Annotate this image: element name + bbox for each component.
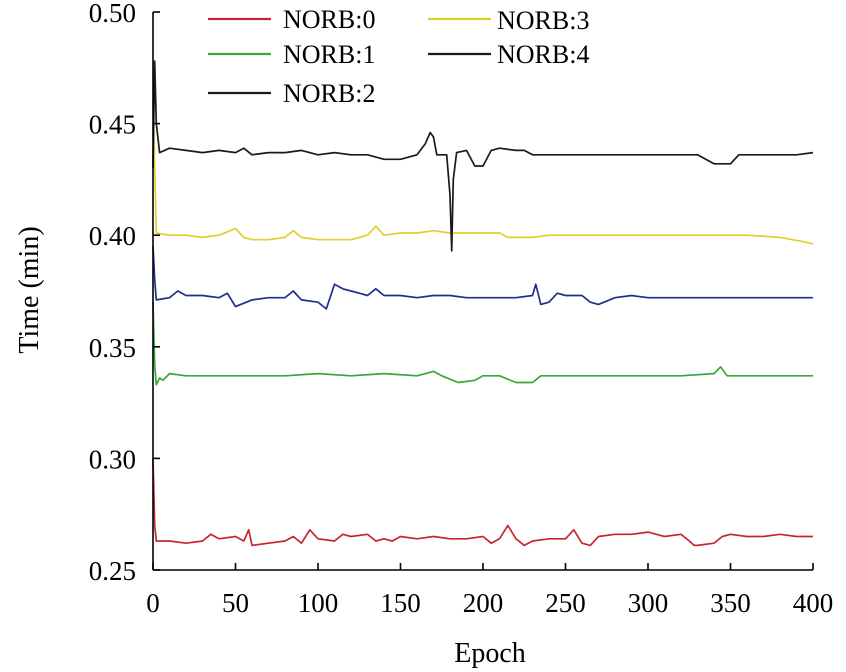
series-line-norb-4 — [152, 60, 814, 252]
legend: NORB:0 NORB:1 NORB:2 NORB:3 NORB:4 — [208, 5, 589, 108]
x-tick-label: 400 — [793, 588, 834, 618]
series-line-norb-3 — [152, 101, 814, 245]
y-tick-label: 0.35 — [89, 333, 136, 363]
legend-label-norb-3: NORB:3 — [497, 6, 589, 35]
y-tick-label: 0.30 — [89, 444, 136, 474]
legend-label-norb-4: NORB:4 — [497, 40, 589, 69]
legend-entry: NORB:1 — [208, 40, 375, 69]
x-tick-label: 300 — [628, 588, 669, 618]
legend-entry: NORB:3 — [428, 6, 589, 35]
series-line-norb-0 — [152, 458, 813, 547]
axes — [152, 12, 813, 571]
legend-label-norb-0: NORB:0 — [283, 5, 375, 34]
x-tick-label: 350 — [710, 588, 751, 618]
x-tick-label: 0 — [146, 588, 160, 618]
legend-entry: NORB:2 — [208, 79, 375, 108]
y-tick-label: 0.50 — [89, 0, 136, 28]
y-axis-title: Time (min) — [14, 226, 45, 353]
x-axis-title: Epoch — [454, 638, 526, 669]
series-group — [152, 60, 814, 547]
x-tick-label: 250 — [545, 588, 586, 618]
series-line-norb-1 — [152, 302, 813, 386]
x-tick-label: 50 — [222, 588, 249, 618]
x-tick-label: 200 — [463, 588, 504, 618]
y-tick-label: 0.40 — [89, 221, 136, 251]
legend-entry: NORB:4 — [428, 40, 589, 69]
ticks — [152, 11, 814, 571]
y-tick-label: 0.45 — [89, 110, 136, 140]
tick-labels: 0 50 100 150 200 250 300 350 400 0.25 0.30 0.35 0.40… — [89, 0, 834, 618]
legend-label-norb-2: NORB:2 — [283, 79, 375, 108]
legend-label-norb-1: NORB:1 — [283, 40, 375, 69]
x-tick-label: 150 — [380, 588, 421, 618]
series-line-norb-2 — [152, 246, 813, 310]
x-tick-label: 100 — [298, 588, 339, 618]
y-tick-label: 0.25 — [89, 556, 136, 586]
legend-entry: NORB:0 — [208, 5, 375, 34]
